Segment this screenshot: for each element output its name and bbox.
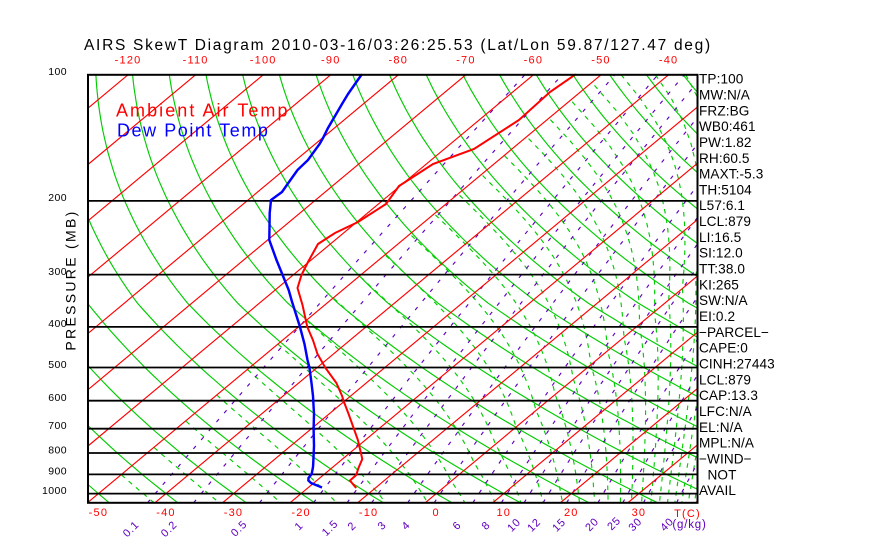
svg-text:SW:N/A: SW:N/A — [699, 293, 749, 308]
svg-text:1: 1 — [293, 520, 306, 533]
svg-text:CAP:13.3: CAP:13.3 — [699, 388, 758, 403]
svg-text:300: 300 — [48, 266, 67, 278]
svg-text:25: 25 — [605, 515, 623, 533]
svg-text:CINH:27443: CINH:27443 — [699, 357, 775, 372]
svg-text:900: 900 — [48, 466, 67, 478]
svg-text:EI:0.2: EI:0.2 — [699, 309, 735, 324]
svg-text:MPL:N/A: MPL:N/A — [699, 436, 755, 451]
svg-text:0.1: 0.1 — [121, 519, 142, 540]
svg-text:TH:5104: TH:5104 — [699, 182, 752, 197]
svg-text:2: 2 — [346, 520, 359, 533]
svg-text:0: 0 — [433, 507, 440, 519]
svg-text:600: 600 — [48, 392, 67, 404]
svg-text:MAXT:-5.3: MAXT:-5.3 — [699, 167, 763, 182]
svg-text:-20: -20 — [291, 507, 311, 519]
svg-text:-120: -120 — [115, 55, 142, 67]
svg-text:LCL:879: LCL:879 — [699, 372, 751, 387]
svg-text:-60: -60 — [524, 55, 544, 67]
svg-text:WB0:461: WB0:461 — [699, 119, 756, 134]
svg-text:PW:1.82: PW:1.82 — [699, 135, 752, 150]
svg-text:4: 4 — [400, 519, 413, 532]
svg-text:−PARCEL−: −PARCEL− — [699, 325, 769, 340]
svg-text:FRZ:BG: FRZ:BG — [699, 103, 749, 118]
svg-text:RH:60.5: RH:60.5 — [699, 151, 750, 166]
svg-text:6: 6 — [451, 519, 464, 532]
svg-text:-110: -110 — [183, 55, 209, 67]
svg-text:NOT: NOT — [708, 467, 737, 482]
svg-text:LI:16.5: LI:16.5 — [699, 230, 741, 245]
svg-text:AIRS SkewT Diagram 2010-03-16/: AIRS SkewT Diagram 2010-03-16/03:26:25.5… — [84, 37, 712, 54]
svg-text:0.5: 0.5 — [229, 518, 250, 539]
svg-text:0.2: 0.2 — [159, 519, 180, 540]
svg-text:L57:6.1: L57:6.1 — [699, 198, 745, 213]
svg-text:-70: -70 — [456, 55, 476, 67]
svg-text:800: 800 — [48, 444, 67, 456]
svg-text:10: 10 — [496, 507, 511, 519]
svg-text:20: 20 — [564, 507, 579, 519]
svg-text:Dew Point Temp: Dew Point Temp — [117, 120, 269, 140]
svg-text:-80: -80 — [389, 55, 409, 67]
svg-text:3: 3 — [376, 519, 389, 532]
svg-text:-50: -50 — [591, 55, 611, 67]
svg-text:-100: -100 — [250, 55, 277, 67]
svg-text:12: 12 — [525, 516, 543, 534]
svg-text:SI:12.0: SI:12.0 — [699, 246, 743, 261]
svg-text:1.5: 1.5 — [320, 518, 341, 539]
svg-text:30: 30 — [632, 507, 647, 519]
svg-text:TT:38.0: TT:38.0 — [699, 262, 745, 277]
svg-text:-40: -40 — [156, 507, 176, 519]
svg-text:-50: -50 — [89, 507, 109, 519]
svg-text:EL:N/A: EL:N/A — [699, 420, 743, 435]
svg-text:500: 500 — [48, 359, 67, 371]
svg-text:Ambient Air Temp: Ambient Air Temp — [116, 101, 290, 121]
svg-text:20: 20 — [583, 516, 601, 534]
svg-text:200: 200 — [48, 192, 67, 204]
svg-text:LCL:879: LCL:879 — [699, 214, 751, 229]
svg-text:MW:N/A: MW:N/A — [699, 87, 751, 102]
svg-text:-40: -40 — [659, 55, 679, 67]
svg-text:TP:100: TP:100 — [699, 72, 744, 87]
svg-text:1000: 1000 — [42, 485, 67, 497]
svg-text:-30: -30 — [224, 507, 244, 519]
svg-text:8: 8 — [480, 519, 493, 532]
svg-text:AVAIL: AVAIL — [699, 483, 736, 498]
svg-text:-90: -90 — [321, 55, 341, 67]
svg-text:LFC:N/A: LFC:N/A — [699, 404, 753, 419]
svg-text:T(C): T(C) — [674, 508, 701, 520]
svg-text:400: 400 — [48, 318, 67, 330]
svg-text:KI:265: KI:265 — [699, 277, 739, 292]
svg-text:-10: -10 — [359, 507, 379, 519]
svg-text:700: 700 — [48, 420, 67, 432]
svg-text:PRESSURE (MB): PRESSURE (MB) — [63, 209, 79, 350]
svg-text:−WIND−: −WIND− — [699, 452, 752, 467]
svg-text:(g/kg): (g/kg) — [672, 519, 706, 531]
svg-text:CAPE:0: CAPE:0 — [699, 341, 748, 356]
svg-text:100: 100 — [48, 66, 67, 78]
